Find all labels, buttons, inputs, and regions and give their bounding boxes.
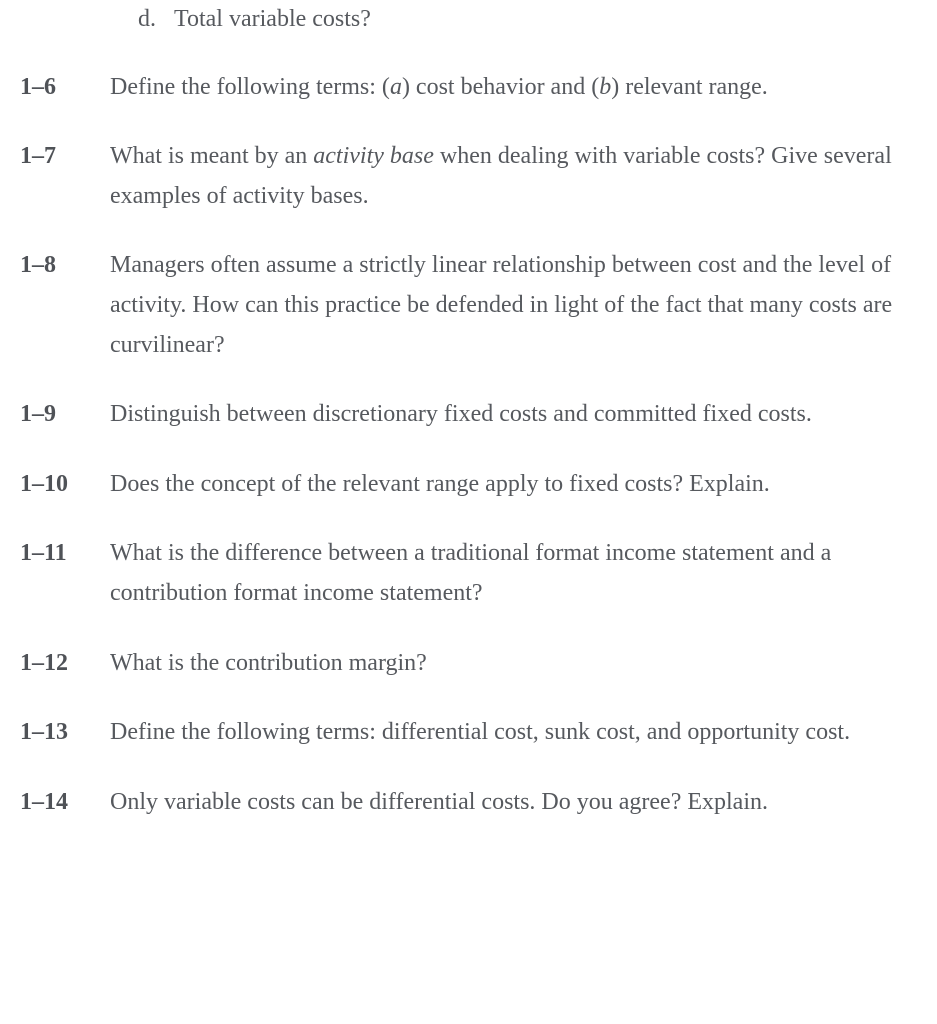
plain-text: ) cost behavior and ( xyxy=(402,74,599,100)
question-text: Does the concept of the relevant range a… xyxy=(110,465,917,505)
sub-item-content: Total variable costs? xyxy=(174,6,371,32)
question-number: 1–13 xyxy=(20,713,110,753)
italic-text: a xyxy=(390,74,402,100)
sub-item-text xyxy=(162,6,174,32)
italic-text: activity base xyxy=(313,143,434,169)
question-text: What is the difference between a traditi… xyxy=(110,534,917,613)
plain-text: Does the concept of the relevant range a… xyxy=(110,471,770,497)
question-item: 1–11What is the difference between a tra… xyxy=(20,534,917,613)
question-number: 1–9 xyxy=(20,395,110,435)
question-text: What is the contribution margin? xyxy=(110,644,917,684)
plain-text: What is meant by an xyxy=(110,143,313,169)
partial-sub-item: d. Total variable costs? xyxy=(20,0,917,40)
plain-text: What is the difference between a traditi… xyxy=(110,540,831,606)
question-item: 1–7What is meant by an activity base whe… xyxy=(20,137,917,216)
question-item: 1–9Distinguish between discretionary fix… xyxy=(20,395,917,435)
question-number: 1–10 xyxy=(20,465,110,505)
question-text: Define the following terms: differential… xyxy=(110,713,917,753)
question-number: 1–11 xyxy=(20,534,110,574)
question-number: 1–12 xyxy=(20,644,110,684)
question-number: 1–14 xyxy=(20,783,110,823)
question-number: 1–6 xyxy=(20,68,110,108)
question-item: 1–8Managers often assume a strictly line… xyxy=(20,246,917,365)
sub-item-letter: d. xyxy=(110,6,156,32)
plain-text: Only variable costs can be differential … xyxy=(110,789,768,815)
question-item: 1–14Only variable costs can be different… xyxy=(20,783,917,823)
question-number: 1–8 xyxy=(20,246,110,286)
question-item: 1–12What is the contribution margin? xyxy=(20,644,917,684)
plain-text: Define the following terms: ( xyxy=(110,74,390,100)
italic-text: b xyxy=(599,74,611,100)
question-text: Distinguish between discretionary fixed … xyxy=(110,395,917,435)
question-list: 1–6Define the following terms: (a) cost … xyxy=(20,68,917,823)
question-item: 1–10Does the concept of the relevant ran… xyxy=(20,465,917,505)
plain-text: Distinguish between discretionary fixed … xyxy=(110,401,812,427)
question-text: Only variable costs can be differential … xyxy=(110,783,917,823)
plain-text: What is the contribution margin? xyxy=(110,650,427,676)
plain-text: Managers often assume a strictly linear … xyxy=(110,252,892,357)
question-number: 1–7 xyxy=(20,137,110,177)
plain-text: Define the following terms: differential… xyxy=(110,719,850,745)
question-text: What is meant by an activity base when d… xyxy=(110,137,917,216)
question-text: Define the following terms: (a) cost beh… xyxy=(110,68,917,108)
question-text: Managers often assume a strictly linear … xyxy=(110,246,917,365)
question-item: 1–6Define the following terms: (a) cost … xyxy=(20,68,917,108)
question-item: 1–13Define the following terms: differen… xyxy=(20,713,917,753)
plain-text: ) relevant range. xyxy=(611,74,768,100)
